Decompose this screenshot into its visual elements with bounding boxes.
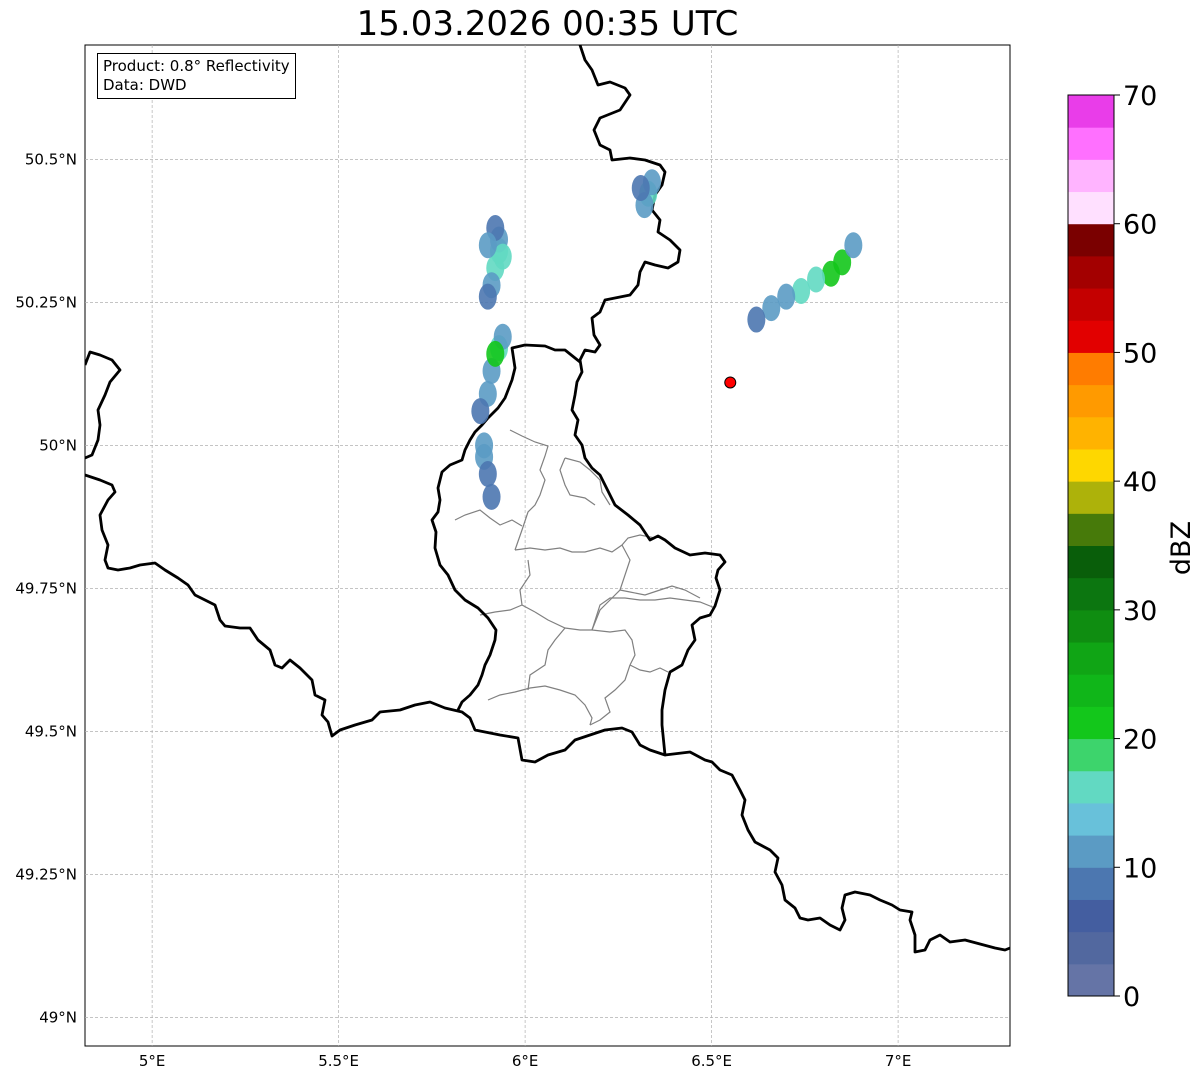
lat-tick-label: 49.25°N: [15, 865, 77, 883]
colorbar-segment: [1068, 481, 1114, 514]
lat-tick-label: 50.5°N: [25, 150, 77, 168]
echo-cell: [844, 232, 863, 259]
colorbar-segment: [1068, 320, 1114, 353]
product-info-box: Product: 0.8° Reflectivity Data: DWD: [97, 53, 296, 99]
echo-cell: [762, 295, 781, 322]
colorbar-segment: [1068, 609, 1114, 643]
lat-tick-label: 50.25°N: [15, 293, 77, 311]
echo-cell: [821, 260, 840, 287]
data-source-label: Data: DWD: [103, 76, 187, 94]
echo-cell: [475, 432, 494, 459]
echo-west-north: [478, 215, 512, 310]
colorbar-segment: [1068, 288, 1114, 321]
colorbar-segment: [1068, 545, 1114, 579]
colorbar-unit-label: dBZ: [1166, 521, 1197, 575]
lon-tick-label: 5°E: [139, 1052, 166, 1070]
colorbar-tick-label: 40: [1123, 467, 1157, 498]
colorbar-segment: [1068, 384, 1114, 418]
lon-tick-label: 5.5°E: [318, 1052, 359, 1070]
colorbar-segment: [1068, 642, 1114, 675]
colorbar-tick-label: 0: [1123, 982, 1140, 1013]
lon-tick-label: 6.5°E: [691, 1052, 732, 1070]
colorbar-tick-label: 20: [1123, 725, 1157, 756]
colorbar-segment: [1068, 931, 1114, 965]
latitude-labels: 50.5°N 50.25°N 50°N 49.75°N 49.5°N 49.25°N 49°…: [15, 150, 77, 1026]
colorbar-segment: [1068, 223, 1114, 257]
colorbar-segment: [1068, 448, 1114, 482]
colorbar-segment: [1068, 255, 1114, 289]
colorbar-tick-label: 70: [1123, 81, 1157, 112]
colorbar-segment: [1068, 159, 1114, 193]
colorbar-segment: [1068, 352, 1114, 386]
map-frame: [84, 44, 1011, 1047]
lon-tick-label: 6°E: [512, 1052, 539, 1070]
lat-tick-label: 50°N: [39, 436, 77, 454]
colorbar-segment: [1068, 899, 1114, 933]
radar-site-marker: [724, 376, 737, 389]
country-borders: [85, 45, 1010, 954]
colorbar-segment: [1068, 513, 1114, 546]
colorbar-segment: [1068, 867, 1114, 900]
echo-cell: [493, 243, 512, 270]
canton-boundaries: [454, 429, 716, 726]
echo-west-south: [475, 432, 501, 510]
colorbar-segment: [1068, 706, 1114, 740]
colorbar-tick-label: 10: [1123, 853, 1157, 884]
echo-cell: [486, 340, 505, 367]
echo-north-central: [631, 169, 661, 219]
lat-tick-label: 49°N: [39, 1008, 77, 1026]
lat-tick-label: 49.5°N: [25, 722, 77, 740]
lat-tick-label: 49.75°N: [15, 579, 77, 597]
colorbar-segment: [1068, 127, 1114, 160]
colorbar-ticks: 0 10 20 30 40 50 60 70: [1114, 81, 1157, 1013]
echo-cell: [777, 283, 796, 310]
map-title: 15.03.2026 00:35 UTC: [356, 4, 739, 44]
lon-tick-label: 7°E: [885, 1052, 912, 1070]
radar-echoes: [471, 169, 863, 510]
echo-northeast-band: [747, 232, 863, 333]
colorbar-segment: [1068, 802, 1114, 836]
colorbar-segment: [1068, 674, 1114, 707]
echo-west-mid: [471, 323, 512, 425]
colorbar-tick-label: 60: [1123, 210, 1157, 241]
echo-cell: [478, 283, 497, 310]
colorbar-segment: [1068, 95, 1114, 128]
colorbar-tick-label: 30: [1123, 596, 1157, 627]
echo-cell: [471, 398, 490, 425]
echo-cell: [631, 175, 650, 201]
echo-cell: [482, 483, 501, 510]
colorbar-segment: [1068, 191, 1114, 225]
colorbar: [1067, 94, 1115, 997]
colorbar-segment: [1068, 963, 1114, 997]
echo-cell: [807, 266, 826, 293]
colorbar-segment: [1068, 738, 1114, 772]
colorbar-tick-label: 50: [1123, 338, 1157, 369]
colorbar-segment: [1068, 416, 1114, 450]
product-label: Product: 0.8° Reflectivity: [103, 57, 290, 75]
echo-cell: [792, 277, 811, 304]
colorbar-segment: [1068, 577, 1114, 611]
longitude-labels: 5°E 5.5°E 6°E 6.5°E 7°E: [139, 1052, 911, 1070]
echo-cell: [478, 232, 497, 259]
colorbar-outline: [1067, 94, 1115, 997]
colorbar-segment: [1068, 770, 1114, 804]
gridlines: [85, 45, 1010, 1046]
echo-cell: [478, 461, 497, 487]
echo-cell: [747, 306, 766, 333]
colorbar-segment: [1068, 835, 1114, 868]
